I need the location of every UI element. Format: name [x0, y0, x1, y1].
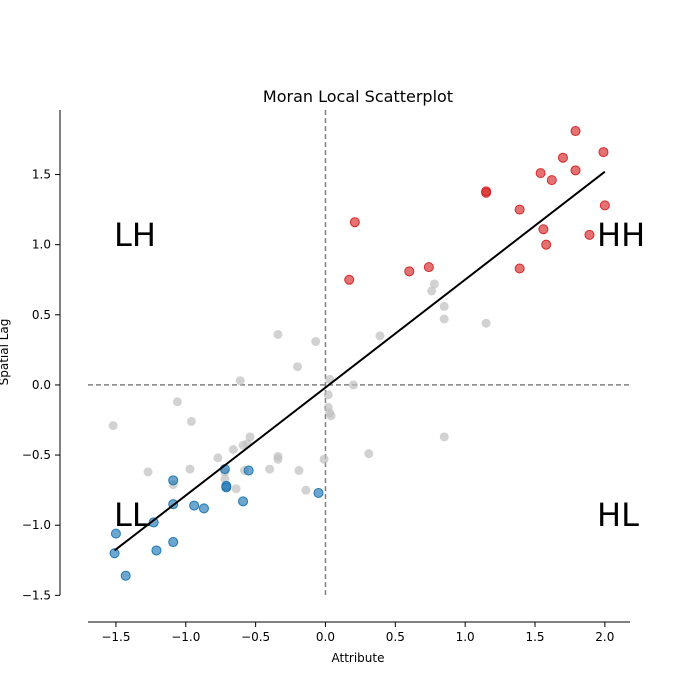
- scatter-point-ll: [198, 503, 209, 514]
- scatter-point-ns: [429, 279, 439, 289]
- quadrant-label-ll: LL: [114, 496, 150, 534]
- scatter-point-ns: [348, 380, 358, 390]
- scatter-point-ns: [439, 432, 449, 442]
- y-tick-label: −0.5: [22, 448, 51, 462]
- x-tick-label: −0.5: [241, 630, 270, 644]
- scatter-point-hh: [535, 168, 546, 179]
- y-tick-label: 1.0: [32, 238, 51, 252]
- scatter-point-ns: [186, 416, 196, 426]
- scatter-point-ns: [293, 362, 303, 372]
- scatter-point-hh: [538, 224, 549, 235]
- scatter-point-ns: [326, 411, 336, 421]
- scatter-point-ns: [108, 421, 118, 431]
- scatter-point-hh: [598, 147, 609, 158]
- scatter-point-ll: [221, 482, 232, 493]
- scatter-point-ns: [238, 440, 248, 450]
- scatter-point-hh: [541, 239, 552, 250]
- scatter-point-ll: [168, 537, 179, 548]
- scatter-point-ns: [235, 376, 245, 386]
- scatter-point-hh: [514, 263, 525, 274]
- regression-line-group: [113, 170, 606, 552]
- x-tick-label: −1.0: [171, 630, 200, 644]
- x-tick-label: 1.5: [525, 630, 544, 644]
- quadrant-label-hl: HL: [597, 496, 639, 534]
- scatter-point-hh: [584, 229, 595, 240]
- scatter-point-ns: [273, 329, 283, 339]
- scatter-point-ns: [439, 301, 449, 311]
- scatter-point-ns: [364, 449, 374, 459]
- scatter-point-hh: [557, 152, 568, 163]
- scatter-point-hh: [570, 126, 581, 137]
- scatter-point-hh: [423, 262, 434, 273]
- scatter-point-hh: [546, 175, 557, 186]
- scatter-points: [108, 126, 610, 581]
- x-tick-label: 0.5: [386, 630, 405, 644]
- scatter-point-ll: [109, 548, 120, 559]
- y-tick-label: −1.5: [22, 588, 51, 602]
- scatter-point-ns: [323, 390, 333, 400]
- scatter-point-ns: [185, 464, 195, 474]
- scatter-point-ns: [172, 397, 182, 407]
- regression-line: [113, 170, 606, 552]
- scatter-point-ns: [439, 314, 449, 324]
- scatter-point-ll: [148, 517, 159, 528]
- x-tick-label: 2.0: [595, 630, 614, 644]
- quadrant-label-lh: LH: [114, 216, 156, 254]
- scatter-point-ll: [189, 500, 200, 511]
- scatter-point-hh: [404, 266, 415, 277]
- scatter-point-ns: [273, 454, 283, 464]
- scatter-point-ns: [245, 432, 255, 442]
- scatter-point-ns: [375, 331, 385, 341]
- scatter-point-ll: [168, 475, 179, 486]
- scatter-point-hh: [514, 204, 525, 215]
- scatter-point-ns: [213, 453, 223, 463]
- y-tick-label: −1.0: [22, 518, 51, 532]
- scatter-point-hh: [344, 274, 355, 285]
- y-tick-label: 0.5: [32, 308, 51, 322]
- scatter-point-ll: [120, 570, 131, 581]
- scatter-point-ns: [427, 286, 437, 296]
- scatter-point-ns: [319, 454, 329, 464]
- scatter-point-hh: [599, 200, 610, 211]
- scatter-point-ll: [151, 545, 162, 556]
- scatter-point-ns: [294, 466, 304, 476]
- scatter-point-ns: [265, 464, 275, 474]
- scatter-point-ns: [228, 444, 238, 454]
- y-tick-label: 0.0: [32, 378, 51, 392]
- x-axis-label: Attribute: [332, 651, 385, 665]
- chart-title: Moran Local Scatterplot: [263, 87, 453, 106]
- scatter-point-ll: [243, 465, 254, 476]
- reference-lines: [88, 110, 630, 597]
- x-ticks: −1.5 −1.0 −0.5 0.0 0.5 1.0 1.5 2.0: [101, 622, 614, 644]
- scatter-point-ll: [238, 496, 249, 507]
- scatter-point-ns: [143, 467, 153, 477]
- x-tick-label: 1.0: [456, 630, 475, 644]
- scatter-point-hh: [570, 165, 581, 176]
- scatter-point-ll: [110, 528, 121, 539]
- y-ticks: −1.5 −1.0 −0.5 0.0 0.5 1.0 1.5: [22, 168, 60, 602]
- scatter-point-hh: [349, 217, 360, 228]
- scatter-point-ll: [313, 487, 324, 498]
- y-tick-label: 1.5: [32, 168, 51, 182]
- quadrant-label-hh: HH: [597, 216, 645, 254]
- x-tick-label: 0.0: [316, 630, 335, 644]
- x-tick-label: −1.5: [101, 630, 130, 644]
- scatter-point-hh: [481, 187, 492, 198]
- scatter-point-ns: [311, 336, 321, 346]
- scatter-point-ns: [481, 318, 491, 328]
- y-axis-label: Spatial Lag: [0, 319, 11, 386]
- scatter-point-ns: [301, 485, 311, 495]
- scatter-point-ns: [231, 484, 241, 494]
